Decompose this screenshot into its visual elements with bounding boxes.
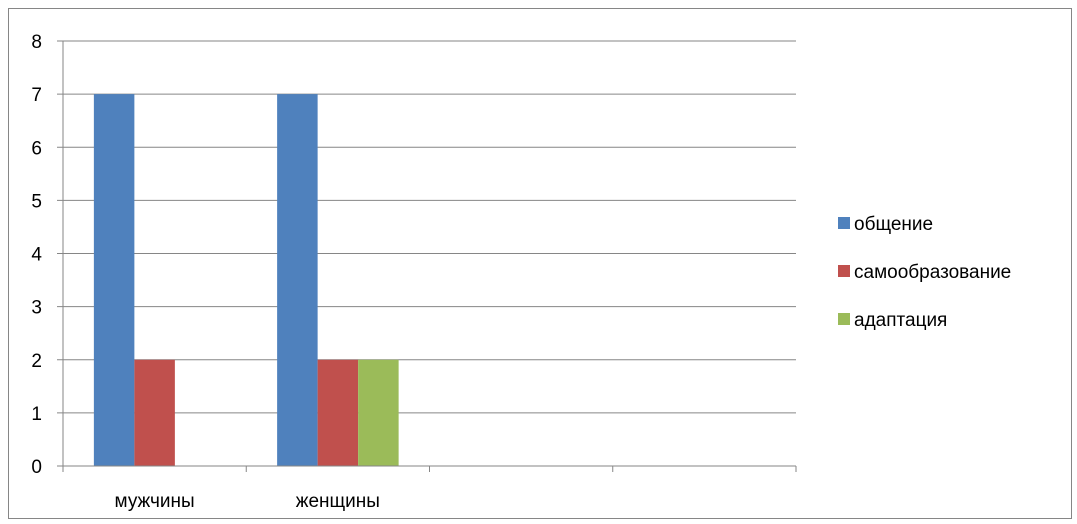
bars [93,94,399,466]
y-tick-label: 4 [31,245,42,266]
bar-самообразование-женщины [317,359,359,466]
y-tick-label: 1 [31,404,42,425]
legend: общение самообразование адаптация [838,214,1011,331]
legend-swatch-общение [838,217,850,229]
gridlines [63,40,796,414]
y-tick-label: 8 [31,32,42,53]
legend-swatch-самообразование [838,265,850,277]
chart-frame [8,8,1072,519]
x-category-label: женщины [296,491,380,512]
y-tick-label: 3 [31,298,42,319]
y-tick-labels: 0 1 2 3 4 5 6 7 8 [31,32,42,478]
y-tick-label: 2 [31,351,42,372]
legend-label: самообразование [854,262,1011,283]
y-tick-label: 6 [31,138,42,159]
legend-label: общение [854,214,933,235]
x-category-labels: мужчины женщины [115,491,380,512]
axes [57,40,797,472]
bar-общение-мужчины [93,94,135,466]
bar-общение-женщины [277,94,318,466]
x-category-label: мужчины [115,491,195,512]
y-tick-label: 0 [31,457,42,478]
legend-label: адаптация [854,310,947,331]
legend-swatch-адаптация [838,313,850,325]
y-tick-label: 5 [31,191,42,212]
bar-адаптация-женщины [358,359,399,466]
bar-самообразование-мужчины [134,359,175,466]
y-tick-label: 7 [31,85,42,106]
